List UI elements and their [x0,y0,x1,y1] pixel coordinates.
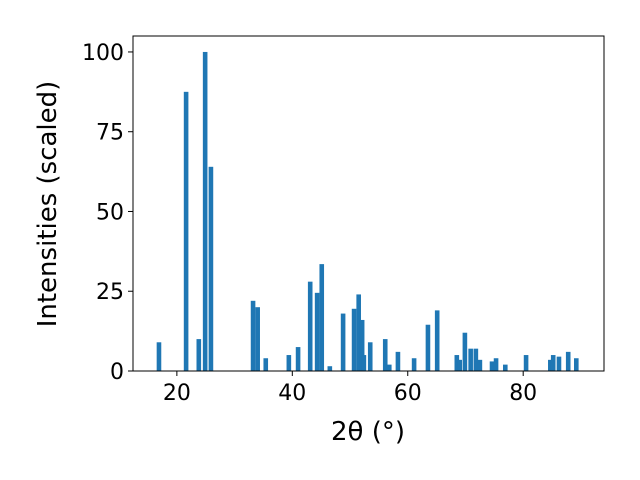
bar [382,339,388,371]
bar [196,339,202,371]
bar [489,361,495,371]
bar [502,364,508,371]
y-tick-label: 75 [96,121,124,146]
bar [255,307,260,371]
bar [327,366,333,371]
bar [307,281,313,371]
bar [550,355,556,371]
bar [250,300,256,371]
bar [386,364,392,371]
bar [183,91,189,371]
bar [367,342,373,371]
bar [202,51,208,371]
bar [523,355,529,371]
plot-frame [132,35,605,372]
y-tick-label: 25 [96,280,124,305]
bar [493,358,499,371]
bar [565,351,571,371]
bar [319,264,325,371]
bar [340,313,346,371]
x-tick-label: 40 [278,381,306,406]
bar [351,308,357,371]
bar [359,319,365,371]
bar [573,358,579,371]
bar [295,347,301,371]
bar [263,358,269,371]
bar [208,166,214,371]
bar [395,351,401,371]
bar [356,294,361,371]
bar [468,348,473,371]
bar [454,355,460,371]
x-tick-label: 60 [394,381,422,406]
y-tick-label: 100 [82,41,124,66]
bar [462,332,468,371]
y-tick-label: 50 [96,200,124,225]
bar [548,359,553,371]
x-axis-label: 2θ (°) [331,417,405,447]
y-tick-label: 0 [110,360,124,385]
bar [477,359,483,371]
bar [425,324,431,371]
bar [156,342,162,371]
x-tick-label: 20 [163,381,191,406]
bar [473,348,479,371]
bar [457,359,462,371]
bar [286,355,292,371]
bar [434,310,440,371]
x-tick-label: 80 [509,381,537,406]
bar [556,356,562,371]
bar [361,355,367,371]
bar [411,358,417,371]
y-axis-label: Intensities (scaled) [33,81,63,328]
bar [314,292,320,371]
